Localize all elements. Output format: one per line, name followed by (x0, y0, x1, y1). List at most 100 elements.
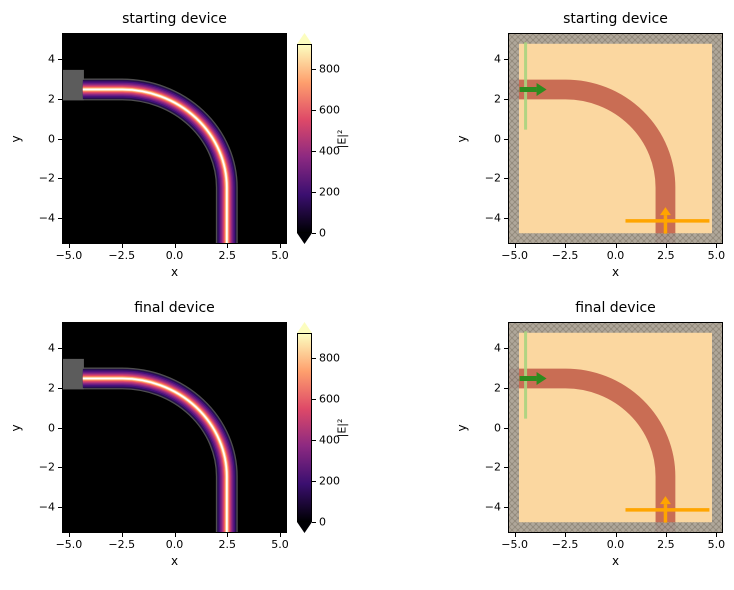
colorbar-tick-label: 0 (319, 515, 326, 529)
y-tick-label: −2 (38, 171, 55, 185)
y-axis-label: y (455, 134, 469, 143)
colorbar-gradient (297, 44, 312, 233)
x-tick-label: 5.0 (271, 249, 289, 262)
plot-title: final device (575, 300, 656, 316)
x-axis-label: x (170, 554, 179, 568)
y-tick-mark (504, 427, 508, 429)
x-tick-mark (68, 533, 70, 537)
x-axis-label: x (611, 265, 620, 279)
y-axis-label: y (9, 134, 23, 143)
x-tick-label: −5.0 (501, 249, 528, 262)
y-tick-mark (58, 217, 62, 219)
y-tick-label: −4 (484, 211, 501, 225)
y-tick-label: 2 (494, 92, 501, 106)
x-tick-mark (227, 533, 229, 537)
x-tick-mark (68, 244, 70, 248)
x-tick-mark (174, 533, 176, 537)
x-tick-label: −2.5 (551, 249, 579, 262)
x-tick-mark (565, 533, 567, 537)
y-tick-label: −2 (38, 460, 55, 474)
x-tick-label: 5.0 (707, 249, 726, 262)
subplot-device-starting: starting device x y −5.0 −2.5 0.0 2.5 5.0 −4 −… (455, 12, 725, 278)
colorbar-tick-label: 800 (319, 62, 340, 76)
colorbar-tick-mark (312, 233, 316, 234)
colorbar-under-arrow (297, 522, 312, 533)
x-tick-label: −5.0 (55, 538, 83, 551)
y-tick-mark (58, 59, 62, 61)
y-tick-mark (58, 427, 62, 429)
x-tick-label: 2.5 (218, 538, 237, 551)
x-tick-label: 2.5 (657, 538, 675, 551)
x-tick-label: 0.0 (606, 538, 625, 551)
field-plot-area (62, 322, 287, 533)
y-tick-label: 0 (494, 421, 501, 434)
device-layout-canvas (509, 34, 722, 243)
y-tick-mark (504, 59, 508, 61)
colorbar-tick-label: 600 (319, 392, 340, 406)
y-tick-mark (504, 98, 508, 100)
y-tick-mark (58, 467, 62, 469)
x-tick-label: −2.5 (551, 538, 579, 551)
colorbar-tick-mark (312, 109, 316, 111)
colorbar-over-arrow (297, 33, 312, 44)
field-heatmap-canvas (63, 34, 286, 243)
x-tick-label: −5.0 (501, 538, 528, 551)
x-tick-mark (514, 533, 516, 537)
y-tick-label: −2 (484, 460, 501, 474)
x-tick-label: 0.0 (606, 249, 625, 262)
y-tick-label: −4 (484, 500, 501, 514)
colorbar-tick-mark (312, 522, 316, 523)
y-tick-label: 2 (48, 92, 55, 106)
y-tick-mark (504, 178, 508, 180)
y-tick-mark (58, 506, 62, 508)
y-tick-label: 2 (494, 381, 501, 395)
x-tick-label: 0.0 (165, 249, 184, 262)
x-tick-mark (121, 533, 123, 537)
y-tick-mark (58, 98, 62, 100)
y-tick-label: 4 (48, 341, 55, 355)
colorbar-over-arrow (297, 322, 312, 333)
x-tick-mark (174, 244, 176, 248)
x-tick-mark (665, 533, 667, 537)
y-axis-label: y (9, 423, 23, 432)
y-tick-label: 0 (48, 421, 55, 434)
colorbar-tick-mark (312, 480, 316, 482)
x-axis-label: x (611, 554, 620, 568)
y-tick-mark (58, 138, 62, 140)
y-tick-label: −4 (38, 500, 55, 514)
x-tick-mark (227, 244, 229, 248)
y-tick-label: −2 (484, 171, 501, 185)
subplot-field-final: final device x y −5.0 −2.5 0.0 2.5 5.0 −4 −2 0 2… (9, 301, 289, 567)
plot-title: starting device (563, 11, 668, 27)
colorbar-under-arrow (297, 233, 312, 244)
x-tick-label: 2.5 (218, 249, 237, 262)
y-tick-mark (504, 348, 508, 350)
x-tick-mark (716, 244, 718, 248)
colorbar-tick-label: 400 (319, 433, 340, 447)
x-tick-mark (615, 244, 617, 248)
y-tick-mark (504, 387, 508, 389)
y-tick-label: 2 (48, 381, 55, 395)
x-tick-label: 2.5 (657, 249, 675, 262)
device-layout-canvas (509, 323, 722, 532)
y-tick-mark (504, 217, 508, 219)
y-tick-mark (504, 138, 508, 140)
colorbar-gradient (297, 333, 312, 522)
colorbar-tick-label: 200 (319, 474, 340, 488)
y-tick-label: 0 (494, 132, 501, 145)
y-tick-mark (58, 348, 62, 350)
x-tick-mark (665, 244, 667, 248)
x-tick-label: 5.0 (271, 538, 289, 551)
field-heatmap-canvas (63, 323, 286, 532)
colorbar-tick-label: 800 (319, 351, 340, 365)
colorbar-tick-label: 600 (319, 103, 340, 117)
subplot-device-final: final device x y −5.0 −2.5 0.0 2.5 5.0 −4 −2 0 2… (455, 301, 725, 567)
y-tick-label: 0 (48, 132, 55, 145)
field-plot-area (62, 33, 287, 244)
y-tick-label: 4 (494, 341, 501, 355)
plot-title: starting device (122, 11, 227, 27)
subplot-field-starting: starting device x y −5.0 −2.5 0.0 2.5 5.0 −4 −… (9, 12, 289, 278)
y-axis-label: y (455, 423, 469, 432)
colorbar: |E|² 0 200 400 600 800 (297, 33, 349, 244)
y-tick-mark (504, 467, 508, 469)
